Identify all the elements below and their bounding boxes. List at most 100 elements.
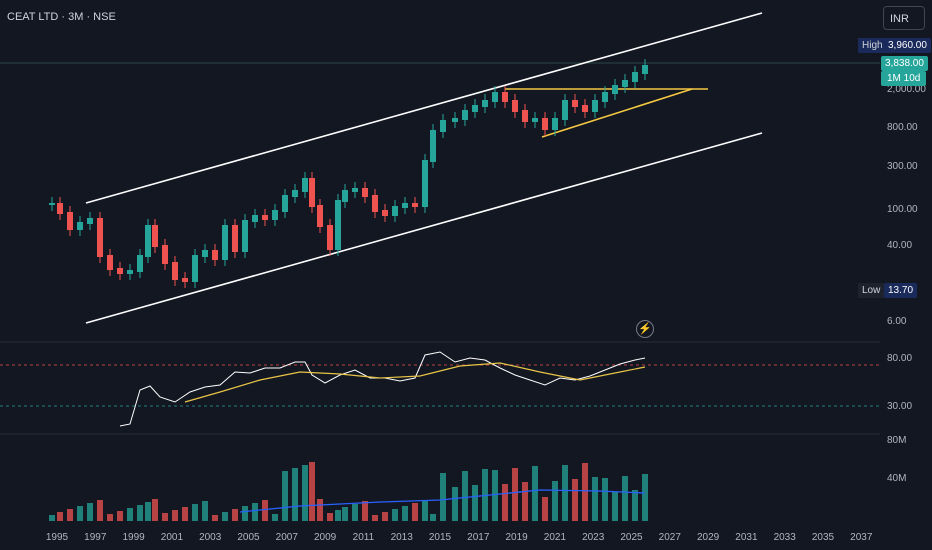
volume-bar: [352, 504, 358, 521]
channel-lower-line: [85, 132, 763, 324]
candle: [452, 118, 458, 122]
candle: [282, 195, 288, 212]
candle: [572, 100, 578, 107]
volume-bar: [512, 468, 518, 521]
candle: [222, 225, 228, 260]
volume-bar: [202, 501, 208, 521]
volume-bar: [309, 462, 315, 521]
volume-bar: [232, 509, 238, 521]
volume-bar: [57, 512, 63, 521]
year-tick: 1999: [122, 532, 145, 543]
volume-bar: [242, 506, 248, 521]
volume-bar: [342, 507, 348, 521]
volume-bar: [327, 513, 333, 521]
candle: [482, 100, 488, 107]
volume-bar: [532, 466, 538, 521]
year-tick: 2005: [237, 532, 260, 543]
volume-bar: [592, 477, 598, 521]
candle: [352, 188, 358, 192]
rsi-tick: 30.00: [887, 401, 913, 412]
candle: [552, 118, 558, 130]
candle: [492, 92, 498, 102]
candle: [77, 222, 83, 230]
candle: [192, 255, 198, 282]
channel-upper-line: [85, 12, 763, 204]
candle: [342, 190, 348, 202]
price-tick: 300.00: [887, 161, 918, 172]
candle: [137, 255, 143, 272]
volume-bar: [97, 500, 103, 521]
candle: [272, 210, 278, 220]
volume-bar: [335, 510, 341, 521]
low-label: Low: [858, 283, 885, 298]
candle: [309, 178, 315, 207]
volume-bar: [572, 479, 578, 521]
volume-bar: [472, 485, 478, 521]
currency-button[interactable]: INR: [883, 6, 925, 30]
volume-tick: 40M: [887, 473, 907, 484]
candle: [622, 80, 628, 87]
candle: [592, 100, 598, 112]
candle: [327, 225, 333, 250]
lightning-icon[interactable]: ⚡: [636, 320, 654, 338]
candle: [87, 218, 93, 224]
volume-bar: [292, 468, 298, 521]
volume-bar: [362, 501, 368, 521]
candle: [612, 85, 618, 94]
year-tick: 2007: [275, 532, 298, 543]
candle: [172, 262, 178, 280]
volume-bar: [430, 514, 436, 521]
high-value: 3,960.00: [884, 38, 931, 53]
candle: [117, 268, 123, 274]
candle: [422, 160, 428, 207]
volume-bar: [402, 506, 408, 521]
candle: [145, 225, 151, 257]
volume-bar: [622, 476, 628, 521]
year-tick: 2029: [696, 532, 720, 543]
volume-bar: [502, 484, 508, 521]
volume-bar: [162, 513, 168, 521]
price-tick: 100.00: [887, 204, 918, 215]
candle: [127, 270, 133, 274]
volume-bar: [172, 510, 178, 521]
rsi-line: [119, 351, 646, 427]
candle: [49, 203, 55, 205]
volume-bar: [612, 492, 618, 521]
volume-bar: [302, 465, 308, 521]
price-tick: 2,000.00: [887, 84, 926, 95]
year-tick: 1995: [45, 532, 69, 543]
candle: [502, 92, 508, 102]
candle: [152, 225, 158, 247]
candle: [232, 225, 238, 252]
volume-bar: [127, 508, 133, 521]
volume-bar: [137, 505, 143, 521]
candle: [292, 190, 298, 197]
price-tick: 800.00: [887, 122, 918, 133]
candle: [382, 210, 388, 216]
volume-bar: [492, 470, 498, 521]
volume-bar: [632, 490, 638, 521]
volume-bar: [222, 512, 228, 521]
year-tick: 2025: [620, 532, 643, 543]
year-tick: 2011: [352, 532, 375, 543]
year-tick: 2021: [543, 532, 567, 543]
candle: [202, 250, 208, 257]
volume-bar: [522, 482, 528, 521]
year-tick: 2037: [850, 532, 873, 543]
candle: [97, 218, 103, 257]
candle: [392, 206, 398, 216]
volume-bar: [452, 487, 458, 521]
volume-bar: [562, 465, 568, 521]
year-tick: 2031: [735, 532, 758, 543]
volume-bar: [107, 514, 113, 521]
year-tick: 2033: [773, 532, 796, 543]
candle: [107, 255, 113, 270]
year-tick: 2003: [199, 532, 222, 543]
candle: [252, 215, 258, 222]
year-tick: 2019: [505, 532, 528, 543]
candle: [582, 105, 588, 112]
volume-bar: [412, 503, 418, 521]
candle: [472, 105, 478, 112]
year-tick: 2027: [658, 532, 681, 543]
